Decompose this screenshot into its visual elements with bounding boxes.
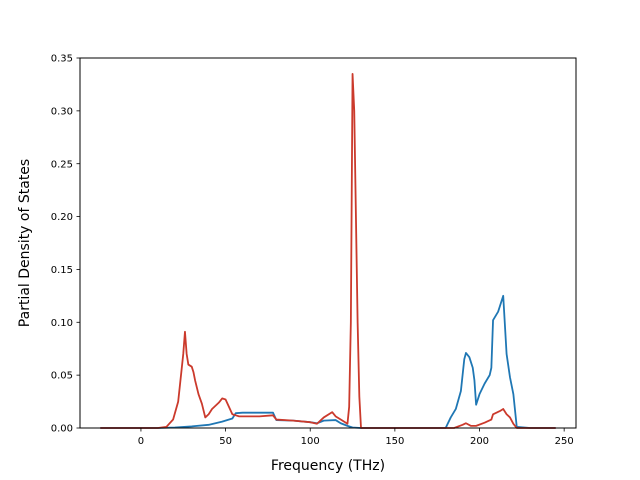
x-tick-label: 50 [219, 436, 232, 447]
x-tick-label: 250 [555, 436, 574, 447]
y-axis-label: Partial Density of States [17, 159, 33, 327]
y-tick-label: 0.35 [51, 54, 73, 65]
y-tick-label: 0.10 [51, 318, 73, 329]
y-tick-label: 0.20 [51, 212, 73, 223]
series-line-2 [100, 72, 556, 429]
y-ticks: 0.00 0.05 0.10 0.15 0.20 0.25 0.30 0.35 [51, 54, 80, 435]
y-tick-label: 0.00 [51, 424, 73, 435]
y-tick-label: 0.15 [51, 265, 73, 276]
y-tick-label: 0.30 [51, 106, 73, 117]
x-tick-label: 0 [138, 436, 144, 447]
x-axis-label: Frequency (THz) [271, 458, 385, 474]
y-tick-label: 0.05 [51, 371, 73, 382]
x-tick-label: 150 [385, 436, 404, 447]
plot-frame [79, 57, 577, 429]
x-ticks: 0 50 100 150 200 250 [138, 428, 574, 447]
x-tick-label: 200 [470, 436, 489, 447]
x-tick-label: 100 [301, 436, 320, 447]
y-tick-label: 0.25 [51, 159, 73, 170]
